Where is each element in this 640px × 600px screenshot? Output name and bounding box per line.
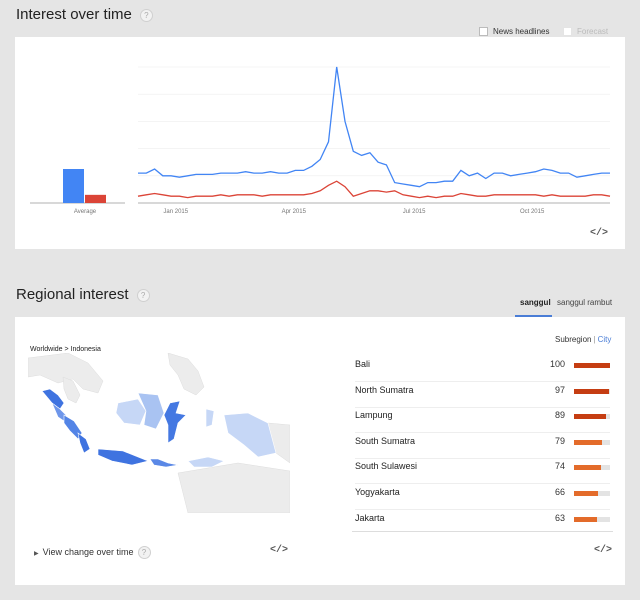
region-name: North Sumatra	[355, 384, 414, 395]
region-bar	[574, 465, 601, 471]
region-row[interactable]: Lampung 89	[355, 410, 610, 435]
region-name: Bali	[355, 359, 371, 369]
region-value: 89	[554, 410, 565, 421]
subregion-link[interactable]: Subregion	[555, 335, 592, 344]
average-label: Average	[74, 209, 97, 215]
expand-arrow-icon: ▶	[34, 550, 39, 557]
region-name: South Sulawesi	[355, 461, 418, 472]
region-value: 79	[554, 435, 565, 446]
map-embed-button[interactable]: </>	[270, 545, 289, 556]
help-icon[interactable]: ?	[136, 288, 150, 302]
region-bar	[574, 363, 610, 368]
view-change-over-time[interactable]: ▶ View change over time?	[34, 546, 151, 559]
region-bar	[574, 414, 607, 420]
row-divider	[355, 381, 610, 382]
region-bar	[574, 516, 597, 522]
kalimantan-east	[137, 392, 165, 430]
region-row[interactable]: South Sulawesi 74	[355, 461, 610, 486]
region-bar-track	[574, 414, 610, 420]
subregion-city-toggle: Subregion | City	[555, 335, 611, 344]
regional-section-title: Regional interest?	[16, 286, 150, 303]
region-bar-track	[574, 439, 610, 445]
forecast-option: Forecast	[563, 27, 608, 36]
tab-sanggul-rambut[interactable]: sanggul rambut	[557, 298, 613, 307]
region-value: 63	[554, 512, 565, 523]
region-bar-track	[574, 491, 610, 496]
region-value: 74	[554, 461, 565, 472]
nusa-tenggara-east	[187, 456, 225, 468]
x-tick-label: Apr 2015	[282, 209, 307, 215]
average-bar	[63, 169, 84, 203]
lampung	[77, 432, 91, 454]
tab-sanggul[interactable]: sanggul	[520, 298, 551, 307]
region-bar	[574, 388, 609, 394]
region-row[interactable]: North Sumatra 97	[355, 385, 610, 410]
kalimantan-west	[115, 398, 147, 426]
region-row[interactable]: Yogyakarta 66	[355, 487, 610, 512]
row-divider	[355, 483, 610, 485]
java	[97, 448, 149, 466]
region-row[interactable]: South Sumatra 79	[355, 436, 610, 461]
region-name: Jakarta	[355, 512, 385, 523]
news-headlines-option[interactable]: News headlines	[479, 27, 549, 36]
row-divider	[355, 457, 610, 459]
region-name: South Sumatra	[355, 435, 416, 446]
region-name: Yogyakarta	[355, 487, 400, 497]
city-link[interactable]: City	[597, 335, 612, 344]
region-value: 97	[554, 384, 565, 395]
region-row[interactable]: Bali 100	[355, 359, 610, 384]
region-bar	[574, 439, 603, 445]
x-tick-label: Jan 2015	[163, 209, 188, 215]
mainland-asia	[28, 353, 104, 394]
region-bar-track	[574, 363, 610, 368]
region-bar-track	[574, 465, 610, 471]
philippines	[167, 353, 205, 396]
breadcrumb[interactable]: Worldwide > Indonesia	[30, 346, 101, 353]
news-headlines-label: News headlines	[493, 27, 550, 36]
row-divider	[355, 509, 610, 510]
region-value: 100	[549, 359, 565, 369]
interest-title: Interest over time	[16, 6, 132, 23]
region-name: Lampung	[355, 410, 393, 421]
region-list-bottom-border	[352, 531, 613, 532]
region-row[interactable]: Jakarta 63	[355, 513, 610, 538]
active-tab-indicator	[515, 315, 552, 317]
australia	[177, 462, 290, 513]
bali-nusa	[149, 458, 179, 468]
help-icon[interactable]: ?	[139, 8, 153, 22]
help-icon[interactable]: ?	[137, 546, 151, 559]
sulawesi	[163, 400, 187, 444]
maluku	[205, 408, 215, 428]
regional-title: Regional interest	[16, 286, 129, 303]
interest-embed-button[interactable]: </>	[590, 228, 609, 239]
interest-section-title: Interest over time?	[16, 6, 153, 23]
forecast-checkbox	[563, 27, 572, 36]
x-tick-label: Oct 2015	[520, 209, 545, 215]
region-embed-button[interactable]: </>	[594, 545, 613, 556]
interest-card	[15, 37, 625, 249]
average-bar	[85, 194, 106, 203]
news-headlines-checkbox[interactable]	[479, 27, 488, 36]
view-change-label: View change over time	[42, 546, 134, 557]
papua	[223, 412, 277, 458]
series-line-red	[137, 180, 611, 199]
forecast-label: Forecast	[577, 27, 609, 36]
interest-chart: Average Jan 2015 Apr 2015 Jul 2015 Oct 2015	[30, 66, 611, 215]
malay-peninsula	[62, 376, 81, 404]
indonesia-map[interactable]	[28, 353, 290, 513]
region-bar	[574, 491, 598, 496]
region-bar-track	[574, 516, 610, 522]
x-tick-label: Jul 2015	[403, 209, 426, 215]
region-value: 66	[554, 487, 565, 497]
sumatra-south	[63, 414, 83, 440]
region-bar-track	[574, 388, 610, 394]
row-divider	[355, 406, 610, 408]
row-divider	[355, 432, 610, 434]
divider: |	[593, 335, 596, 344]
series-line-blue	[138, 66, 610, 188]
